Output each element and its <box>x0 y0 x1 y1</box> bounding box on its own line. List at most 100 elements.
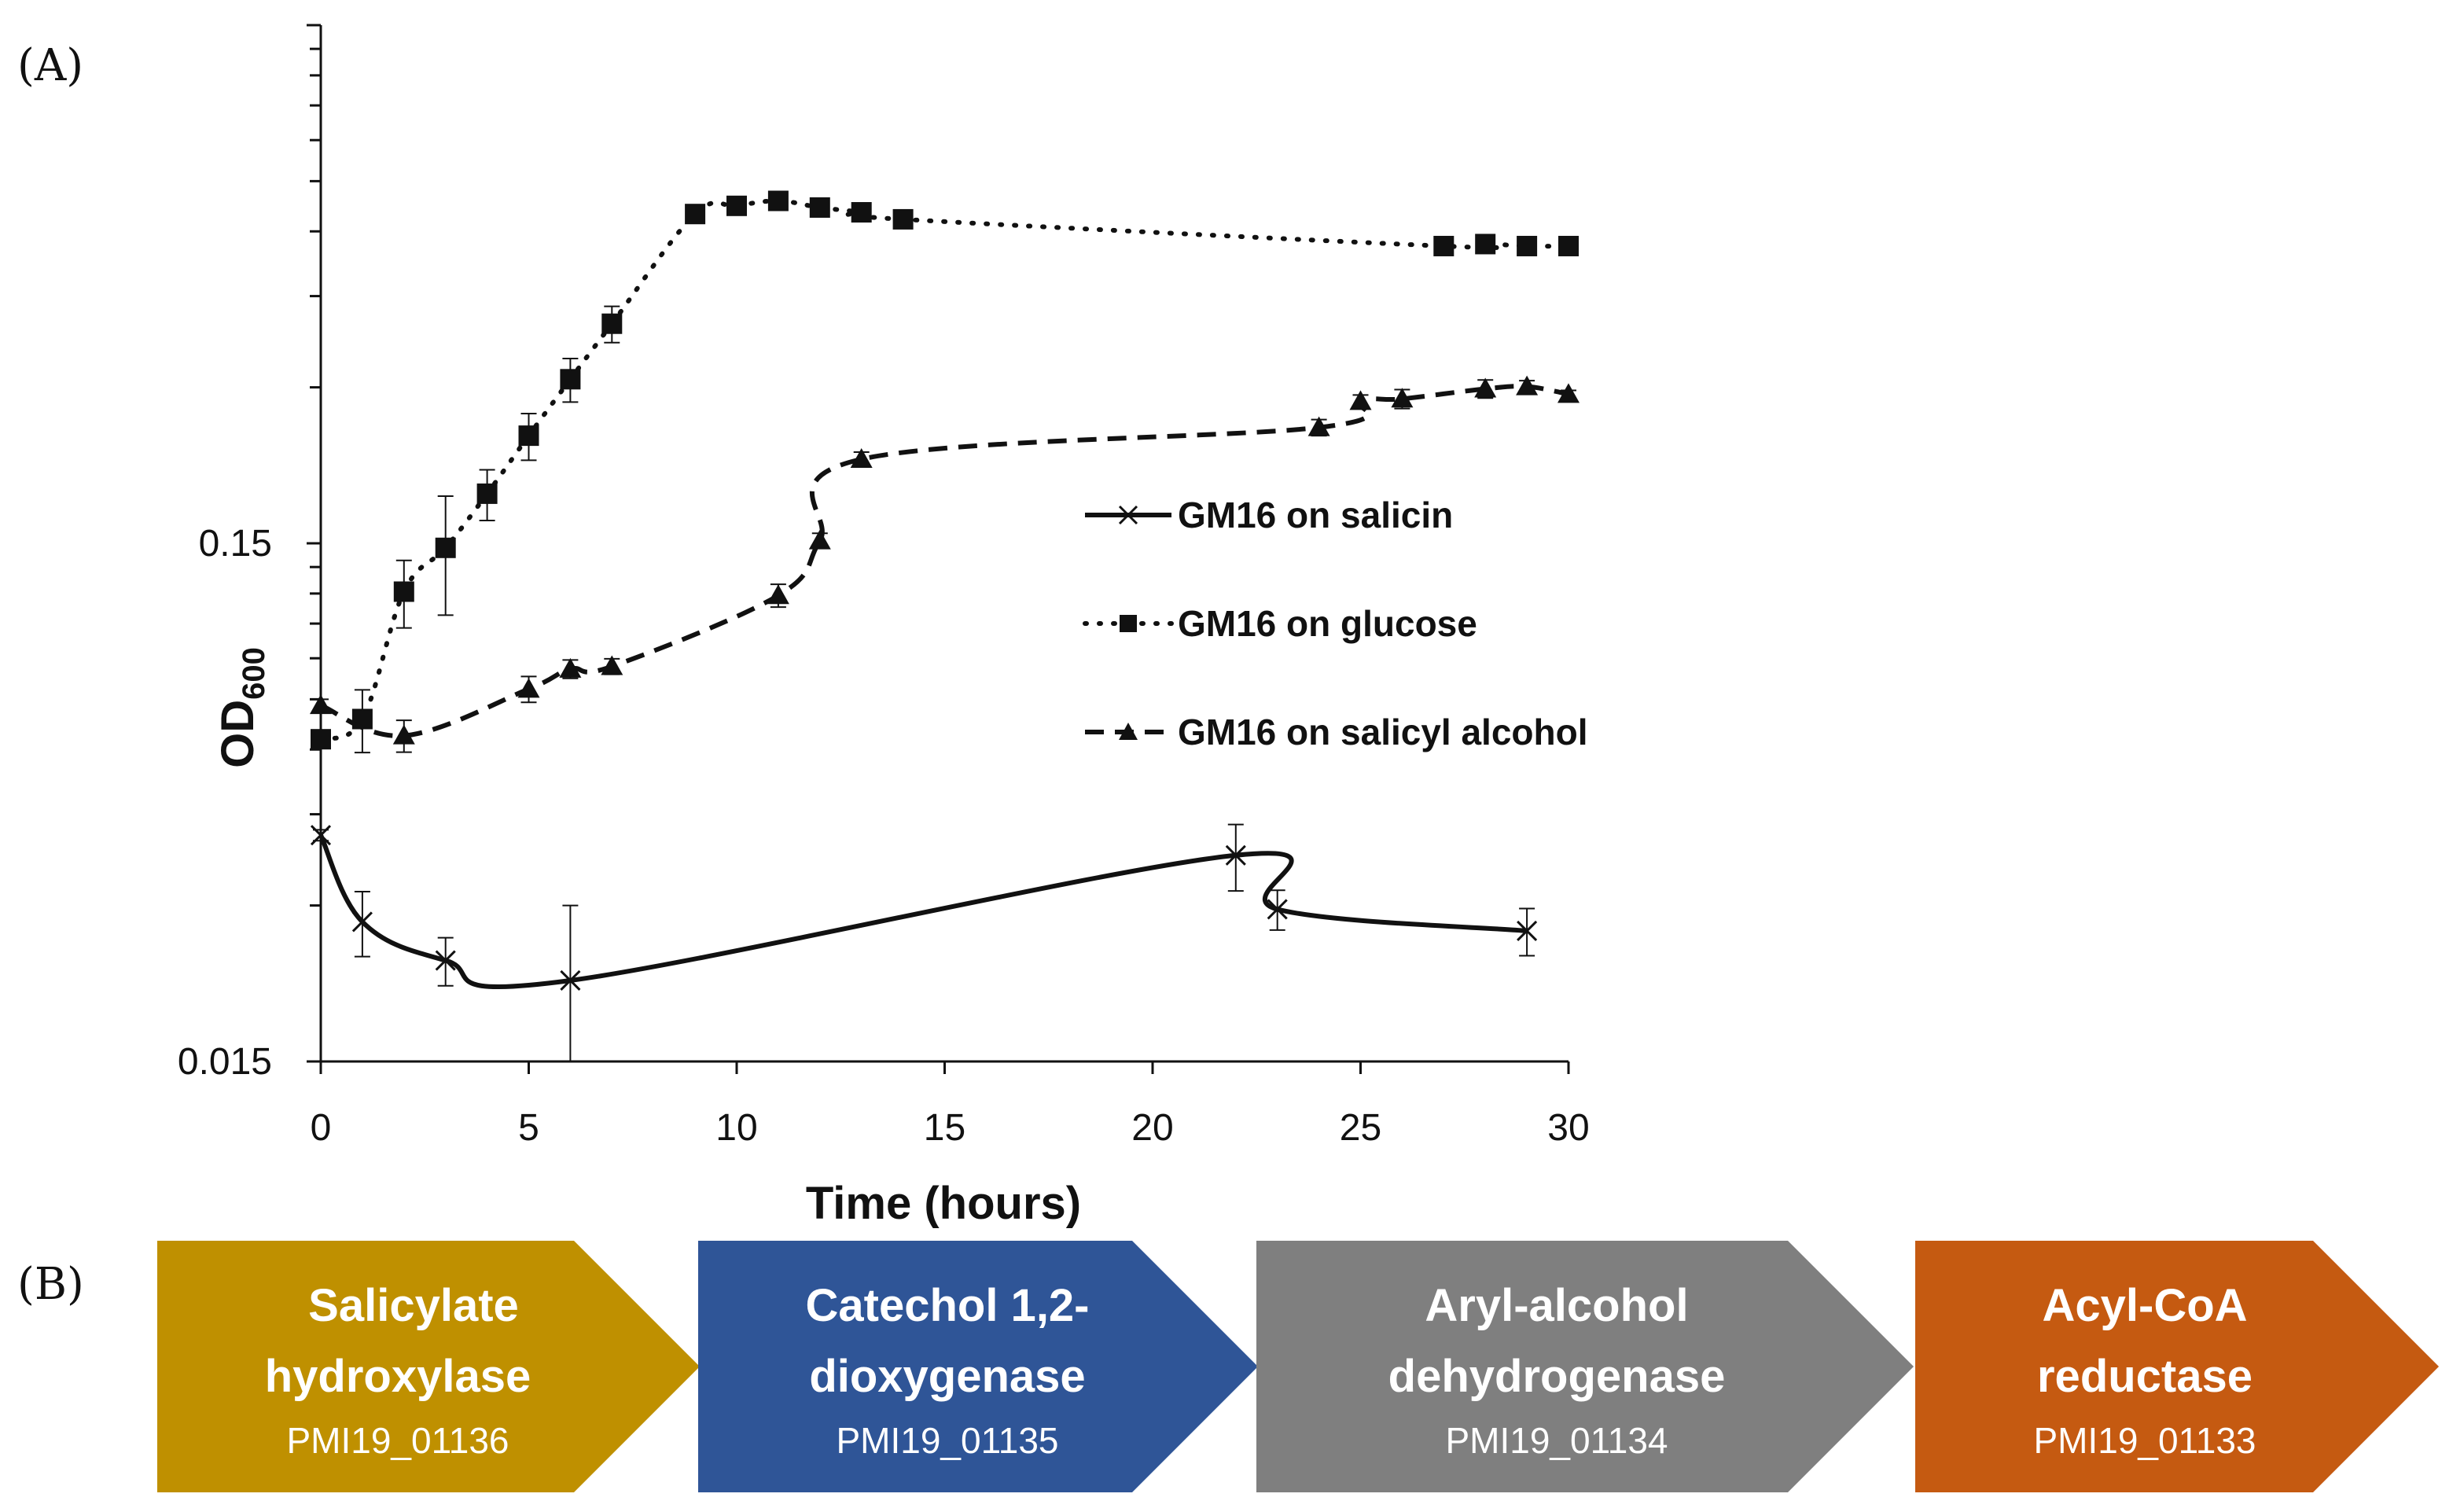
data-point-triangle <box>1516 375 1539 395</box>
pathway-step-acyl-coa-reductase: Acyl-CoA reductase PMI19_01133 <box>1915 1241 2439 1492</box>
data-point-square <box>1558 235 1579 256</box>
step-gene-id: PMI19_01135 <box>836 1420 1058 1461</box>
data-point-square <box>393 581 414 602</box>
x-tick-label: 5 <box>518 1107 539 1149</box>
step-gene-id: PMI19_01133 <box>2033 1420 2256 1461</box>
series-layer <box>310 190 1580 1062</box>
step-name-line2: dehydrogenase <box>1388 1351 1726 1402</box>
legend-marker-square <box>1120 615 1137 632</box>
data-point-triangle <box>517 678 540 698</box>
data-point-square <box>685 204 706 225</box>
data-point-x <box>1225 844 1246 866</box>
legend-label-glucose: GM16 on glucose <box>1178 603 1477 644</box>
series-line <box>318 833 1528 990</box>
pathway-step-salicylate-hydroxylase: Salicylate hydroxylase PMI19_01136 <box>157 1241 700 1492</box>
data-point-x <box>435 950 456 971</box>
y-tick-labels: 0.015 0.15 <box>178 523 272 1083</box>
pathway-step-aryl-alcohol-dehydrogenase: Aryl-alcohol dehydrogenase PMI19_01134 <box>1256 1241 1914 1492</box>
axes <box>307 24 1570 1074</box>
y-axis-title-subscript: 600 <box>237 647 271 700</box>
legend-marker-x <box>1118 505 1138 525</box>
data-point-square <box>476 483 498 504</box>
error-bar <box>1227 823 1244 892</box>
data-point-square <box>601 313 623 334</box>
step-name-line2: dioxygenase <box>809 1351 1085 1402</box>
data-point-triangle <box>1474 377 1497 398</box>
data-point-triangle <box>601 655 623 675</box>
svg-text:OD600: OD600 <box>212 647 271 768</box>
data-point-square <box>311 729 331 750</box>
data-point-triangle <box>1349 390 1372 410</box>
legend-item-glucose: GM16 on glucose <box>1083 603 1477 644</box>
error-bar <box>354 891 370 958</box>
data-point-triangle <box>850 448 873 469</box>
chevron-aryl-alcohol-dehydrogenase <box>1256 1241 1914 1492</box>
data-point-square <box>851 202 872 223</box>
data-point-triangle <box>1307 416 1330 436</box>
series-gm16-on-salicin <box>310 823 1538 1062</box>
series-gm16-on-salicyl-alcohol <box>310 375 1580 753</box>
chevron-salicylate-hydroxylase <box>157 1241 700 1492</box>
x-tick-label: 20 <box>1131 1107 1173 1149</box>
y-axis-title: OD600 <box>212 647 271 768</box>
panel-label-a: (A) <box>17 40 83 91</box>
legend-label-salicyl-alcohol: GM16 on salicyl alcohol <box>1178 712 1588 752</box>
x-tick-label: 0 <box>311 1107 332 1149</box>
legend-marker-triangle <box>1119 723 1138 740</box>
step-name-line1: Catechol 1,2- <box>806 1280 1090 1331</box>
data-point-triangle <box>559 657 582 678</box>
y-tick-label: 0.015 <box>178 1041 272 1083</box>
data-point-triangle <box>1391 388 1414 408</box>
x-axis-title: Time (hours) <box>806 1178 1081 1229</box>
data-point-square <box>560 369 581 390</box>
chevron-acyl-coa-reductase <box>1915 1241 2439 1492</box>
data-point-square <box>1433 235 1455 256</box>
data-point-square <box>1517 235 1538 256</box>
data-point-square <box>518 425 539 447</box>
step-name-line1: Salicylate <box>308 1280 519 1331</box>
data-point-triangle <box>392 724 415 745</box>
legend-label-salicin: GM16 on salicin <box>1178 495 1453 535</box>
series-line <box>319 384 1569 738</box>
legend: GM16 on salicin GM16 on glucose GM16 on … <box>1083 495 1588 752</box>
data-point-square <box>435 537 456 558</box>
data-point-square <box>1475 234 1496 255</box>
step-name-line2: hydroxylase <box>265 1351 531 1402</box>
data-point-triangle <box>310 694 332 715</box>
data-point-triangle <box>1557 383 1580 403</box>
data-point-triangle <box>767 584 789 605</box>
x-tick-label: 30 <box>1547 1107 1589 1149</box>
y-axis-ticks <box>307 24 321 1063</box>
x-tick-label: 10 <box>715 1107 757 1149</box>
x-axis-ticks <box>319 1061 1570 1074</box>
data-point-square <box>809 197 830 218</box>
data-point-x <box>560 969 581 991</box>
data-point-square <box>726 195 747 216</box>
y-axis-title-main: OD <box>212 700 263 768</box>
chevron-catechol-dioxygenase <box>698 1241 1258 1492</box>
growth-chart: 0.015 0.15 0 5 10 15 20 25 30 Time (hours) OD60… <box>178 24 1590 1229</box>
legend-item-salicin: GM16 on salicin <box>1085 495 1453 535</box>
data-point-x <box>1517 920 1538 941</box>
data-point-x <box>351 911 373 933</box>
data-point-x <box>310 825 332 846</box>
data-point-square <box>767 190 789 212</box>
step-name-line1: Aryl-alcohol <box>1425 1280 1688 1331</box>
error-bar <box>562 904 579 1062</box>
pathway-diagram: Salicylate hydroxylase PMI19_01136 Catec… <box>157 1241 2439 1492</box>
step-gene-id: PMI19_01134 <box>1445 1420 1668 1461</box>
y-tick-label: 0.15 <box>199 523 272 565</box>
x-tick-label: 25 <box>1340 1107 1381 1149</box>
x-tick-label: 15 <box>924 1107 965 1149</box>
series-line <box>318 198 1571 742</box>
step-name-line2: reductase <box>2037 1351 2253 1402</box>
data-point-x <box>1267 899 1288 920</box>
x-tick-labels: 0 5 10 15 20 25 30 <box>311 1107 1590 1149</box>
panel-label-b: (B) <box>17 1259 84 1310</box>
series-gm16-on-glucose <box>311 190 1579 754</box>
data-point-triangle <box>808 529 831 550</box>
step-gene-id: PMI19_01136 <box>286 1420 509 1461</box>
pathway-step-catechol-dioxygenase: Catechol 1,2- dioxygenase PMI19_01135 <box>698 1241 1258 1492</box>
legend-item-salicyl-alcohol: GM16 on salicyl alcohol <box>1085 712 1588 752</box>
